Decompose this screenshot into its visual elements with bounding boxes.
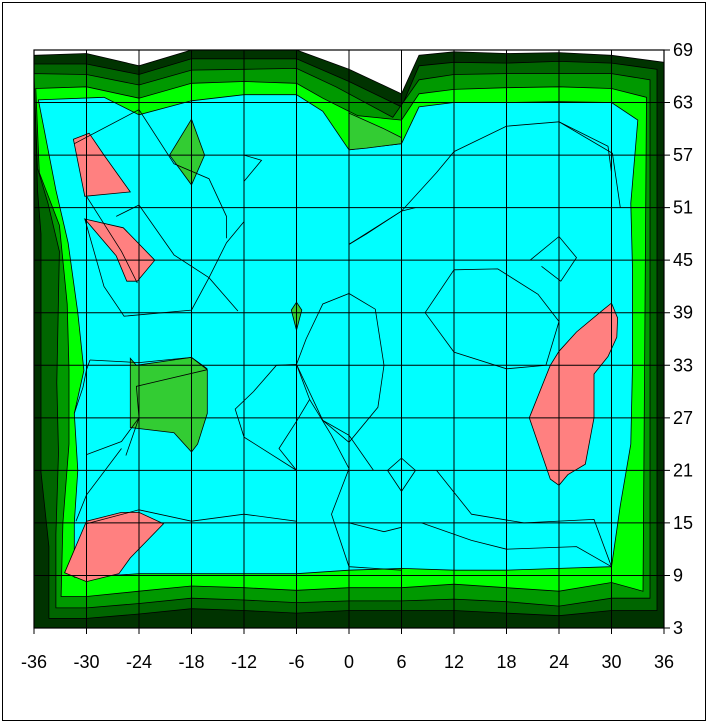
x-tick-label: -24	[126, 652, 152, 672]
contour-region-12	[528, 302, 619, 486]
x-tick-label: -6	[288, 652, 304, 672]
x-tick-label: -30	[73, 652, 99, 672]
y-tick-label: 3	[673, 618, 683, 638]
contour-line-18	[529, 235, 577, 282]
x-tick-label: 0	[344, 652, 354, 672]
y-tick-label: 27	[673, 408, 693, 428]
y-tick-label: 57	[673, 145, 693, 165]
contour-line-14	[348, 207, 416, 245]
x-tick-label: 24	[549, 652, 569, 672]
x-tick-label: 6	[396, 652, 406, 672]
y-tick-label: 69	[673, 40, 693, 60]
contour-line-1	[84, 94, 263, 317]
y-tick-label: 39	[673, 303, 693, 323]
grid-lines	[33, 49, 670, 634]
y-tick-label: 33	[673, 355, 693, 375]
x-tick-label: 30	[601, 652, 621, 672]
y-tick-label: 21	[673, 460, 693, 480]
x-tick-label: -12	[231, 652, 257, 672]
plot-border	[33, 49, 665, 629]
x-tick-labels: -36 -30 -24 -18 -12 -6 0 6 12 18 24 30 36	[21, 652, 674, 672]
contour-region-6	[129, 356, 208, 453]
contour-region-4	[37, 94, 639, 578]
contour-line-3	[116, 204, 239, 312]
contour-line-13	[348, 121, 612, 245]
contour-line-12	[309, 399, 402, 571]
x-tick-label: 12	[444, 652, 464, 672]
y-tick-label: 15	[673, 513, 693, 533]
x-tick-label: 36	[654, 652, 674, 672]
y-tick-label: 45	[673, 250, 693, 270]
x-tick-label: 18	[496, 652, 516, 672]
x-tick-label: -18	[178, 652, 204, 672]
y-tick-label: 63	[673, 93, 693, 113]
contour-line-5	[125, 369, 208, 456]
y-tick-label: 9	[673, 565, 683, 585]
contour-region-10	[83, 218, 156, 282]
contour-line-4	[89, 356, 208, 370]
contour-line-22	[348, 522, 402, 533]
contour-line-0	[86, 196, 138, 284]
contour-line-11	[296, 293, 385, 443]
contour-line-6	[86, 417, 140, 455]
y-tick-label: 51	[673, 198, 693, 218]
x-tick-label: -36	[21, 652, 47, 672]
contour-line-21	[558, 121, 621, 208]
